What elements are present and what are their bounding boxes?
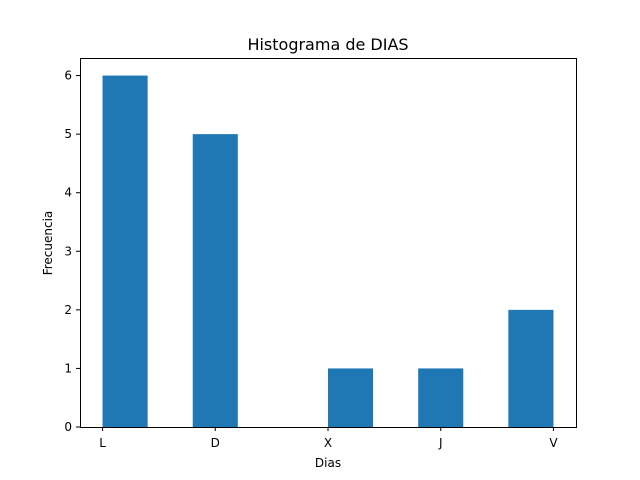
y-tick-label: 6 [64,69,72,83]
plot-frame [80,58,577,428]
histogram-bar [192,134,238,427]
x-tick-label: X [324,436,332,450]
x-axis-label: Dias [315,456,341,470]
histogram-bar [508,309,554,427]
x-tick-label: L [99,436,106,450]
bars-group [102,75,554,428]
x-tick-label: J [438,436,443,450]
histogram-bar [418,368,464,427]
y-tick-label: 5 [64,127,72,141]
chart-title: Histograma de DIAS [247,35,408,54]
x-tick-label: V [549,436,558,450]
y-axis-label: Frecuencia [41,211,55,276]
y-tick-label: 3 [64,244,72,258]
y-tick-label: 2 [64,303,72,317]
y-tick-label: 1 [64,361,72,375]
y-tick-label: 0 [64,420,72,434]
histogram-bar [102,75,148,428]
histogram-bar [328,368,374,427]
y-tick-label: 4 [64,186,72,200]
x-tick-label: D [211,436,220,450]
y-axis: 0 1 2 3 4 5 6 [64,69,80,434]
